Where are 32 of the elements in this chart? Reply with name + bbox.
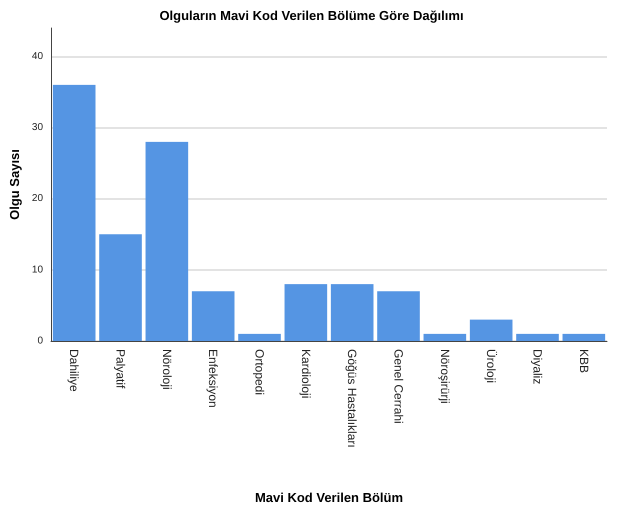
y-tick-label: 20 xyxy=(32,193,44,204)
y-tick-label: 40 xyxy=(32,50,44,62)
bar xyxy=(330,284,374,341)
y-tick-label: 10 xyxy=(32,264,44,276)
x-tick-label: Enfeksiyon xyxy=(206,349,220,408)
y-tick-label: 0 xyxy=(37,336,44,346)
bar xyxy=(516,334,559,341)
x-tick-label: Üroloji xyxy=(484,349,498,384)
bar xyxy=(52,84,96,341)
bar xyxy=(99,234,142,341)
y-tick-label: 30 xyxy=(32,122,44,134)
bar xyxy=(146,142,188,341)
chart-title: Olguların Mavi Kod Verilen Bölüme Göre Dağılımı xyxy=(159,8,464,23)
bar xyxy=(424,334,466,341)
x-tick-label: Nöroloji xyxy=(160,349,174,390)
bar xyxy=(192,291,234,341)
x-tick-label: Kardioloji xyxy=(298,349,313,398)
x-tick-label: Ortopedi xyxy=(252,349,267,396)
bar xyxy=(470,320,512,341)
x-tick-label: Dahiliye xyxy=(67,349,82,392)
x-axis-title: Mavi Kod Verilen Bölüm xyxy=(254,490,404,505)
x-tick-label: Palyatif xyxy=(114,349,128,390)
bar xyxy=(377,291,420,341)
x-tick-label: Genel Cerrahi xyxy=(392,349,406,424)
y-axis-title: Olgu Sayısı xyxy=(7,149,22,220)
x-tick-label: KBB xyxy=(576,349,591,374)
bar xyxy=(238,334,281,341)
bar xyxy=(284,284,328,341)
x-tick-label: Diyaliz xyxy=(530,349,545,384)
bar xyxy=(562,334,606,341)
x-tick-label: Nöroşirürji xyxy=(438,349,452,404)
x-tick-label: Göğüs Hastalıkları xyxy=(345,349,360,448)
